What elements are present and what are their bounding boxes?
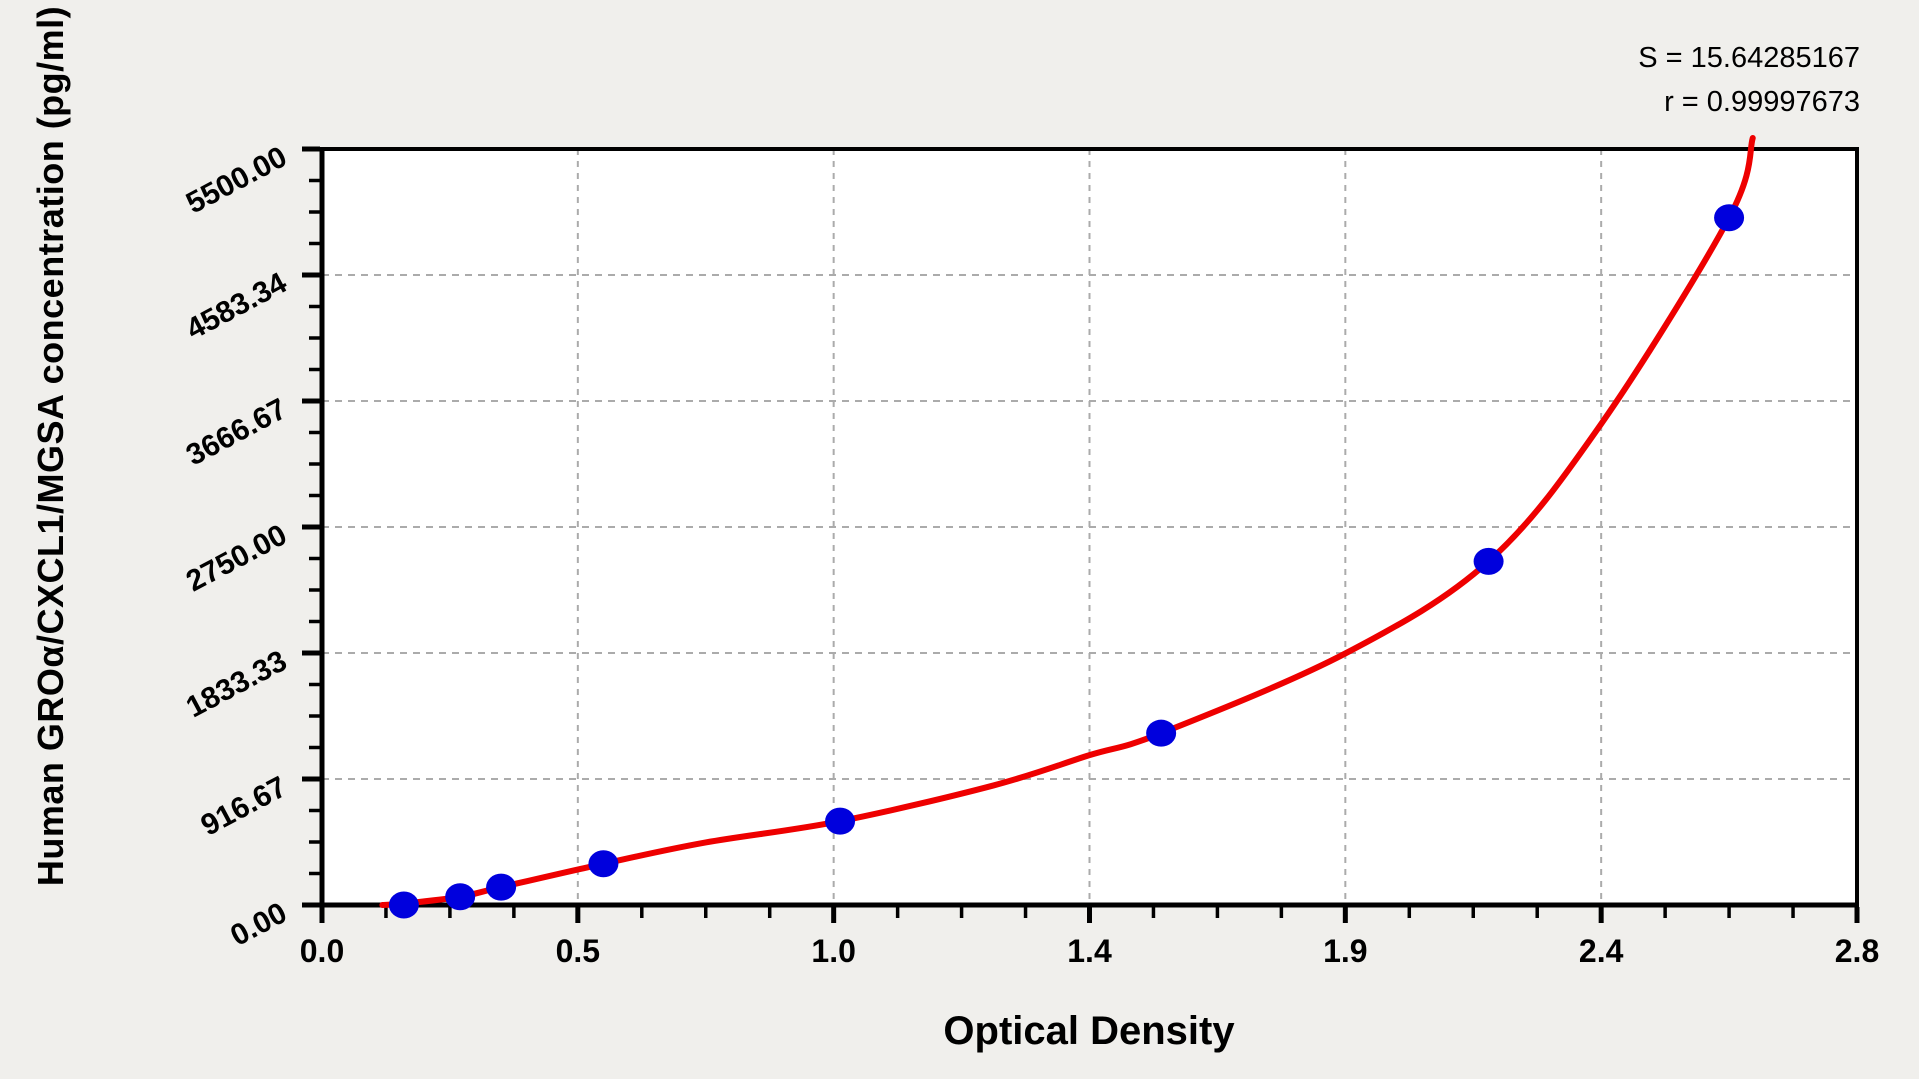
y-tick-label: 1833.33 xyxy=(181,644,292,724)
y-axis-title: Human GROα/CXCL1/MGSA concentration (pg/… xyxy=(30,6,71,886)
y-tick-label: 0.00 xyxy=(225,896,292,953)
data-point xyxy=(588,850,619,878)
x-tick-label: 2.4 xyxy=(1579,933,1624,969)
x-tick-label: 1.0 xyxy=(811,933,855,969)
data-point xyxy=(445,883,476,911)
plot-area: 0.00 916.67 1833.33 2750.00 3666.67 4583.34 55… xyxy=(181,135,1879,969)
x-tick-label: 0.5 xyxy=(556,933,600,969)
annotation-r-value: r = 0.99997673 xyxy=(1664,86,1860,118)
data-point xyxy=(486,873,517,901)
data-point xyxy=(1714,204,1745,232)
x-axis-title: Optical Density xyxy=(943,1009,1235,1053)
y-tick-label: 2750.00 xyxy=(181,518,292,598)
y-tick-label: 4583.34 xyxy=(181,266,293,346)
annotation-s-value: S = 15.64285167 xyxy=(1638,42,1860,74)
data-point xyxy=(388,891,419,919)
y-tick-label: 916.67 xyxy=(196,770,293,842)
data-point xyxy=(825,807,856,835)
data-point xyxy=(1473,547,1504,575)
y-tick-label: 3666.67 xyxy=(181,392,292,472)
x-tick-label: 1.4 xyxy=(1067,933,1112,969)
y-tick-label: 5500.00 xyxy=(181,140,292,220)
x-tick-label: 0.0 xyxy=(300,933,344,969)
x-tick-label: 1.9 xyxy=(1323,933,1367,969)
data-point xyxy=(1146,719,1177,747)
x-tick-label: 2.8 xyxy=(1835,933,1879,969)
